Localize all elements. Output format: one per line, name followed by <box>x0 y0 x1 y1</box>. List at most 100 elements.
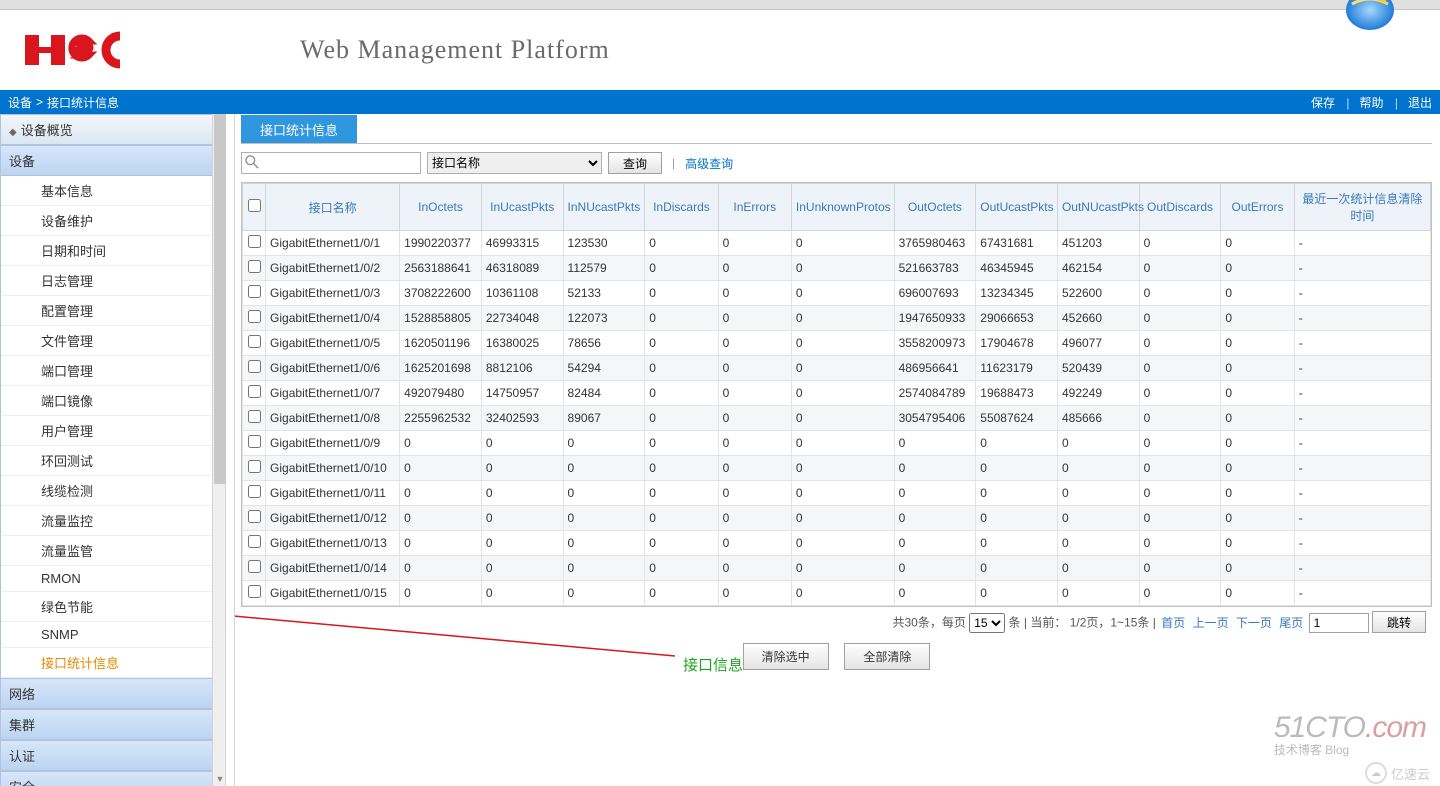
sidebar-section-安全[interactable]: 安全 <box>1 772 220 786</box>
scroll-down-icon[interactable]: ▼ <box>213 772 227 786</box>
last-page-link[interactable]: 尾页 <box>1279 616 1303 630</box>
cell: - <box>1294 406 1430 431</box>
query-button[interactable]: 查询 <box>608 152 662 174</box>
row-checkbox[interactable] <box>248 460 261 473</box>
page-size-select[interactable]: 15 <box>969 613 1005 633</box>
sidebar-item-2[interactable]: 日期和时间 <box>1 236 220 266</box>
first-page-link[interactable]: 首页 <box>1161 616 1185 630</box>
clear-all-button[interactable]: 全部清除 <box>844 643 930 670</box>
col-header-9[interactable]: OutNUcastPkts <box>1057 184 1139 231</box>
row-checkbox[interactable] <box>248 260 261 273</box>
sidebar-item-6[interactable]: 端口管理 <box>1 356 220 386</box>
sidebar-item-12[interactable]: 流量监管 <box>1 536 220 566</box>
col-header-8[interactable]: OutUcastPkts <box>976 184 1058 231</box>
help-link[interactable]: 帮助 <box>1360 94 1398 111</box>
sidebar-header-device[interactable]: 设备 <box>1 146 220 176</box>
sidebar-item-0[interactable]: 基本信息 <box>1 176 220 206</box>
row-checkbox[interactable] <box>248 560 261 573</box>
col-header-5[interactable]: InErrors <box>718 184 791 231</box>
advanced-search-link[interactable]: 高级查询 <box>685 155 733 172</box>
row-checkbox[interactable] <box>248 235 261 248</box>
col-header-7[interactable]: OutOctets <box>894 184 976 231</box>
sidebar-item-4[interactable]: 配置管理 <box>1 296 220 326</box>
sidebar-item-16[interactable]: 接口统计信息 <box>1 648 220 678</box>
row-checkbox[interactable] <box>248 360 261 373</box>
sidebar-item-13[interactable]: RMON <box>1 566 220 592</box>
row-checkbox[interactable] <box>248 485 261 498</box>
sidebar-item-11[interactable]: 流量监控 <box>1 506 220 536</box>
cell: 0 <box>1221 356 1294 381</box>
col-header-3[interactable]: InNUcastPkts <box>563 184 645 231</box>
page-number-input[interactable] <box>1309 613 1369 633</box>
row-checkbox[interactable] <box>248 585 261 598</box>
browser-bar <box>0 0 1440 10</box>
header: Web Management Platform <box>0 10 1440 90</box>
filter-select[interactable]: 接口名称 <box>427 152 602 174</box>
cell: 0 <box>1139 581 1221 606</box>
select-all-checkbox[interactable] <box>248 199 261 212</box>
cell: 55087624 <box>976 406 1058 431</box>
col-header-12[interactable]: 最近一次统计信息清除时间 <box>1294 184 1430 231</box>
row-checkbox[interactable] <box>248 385 261 398</box>
col-header-4[interactable]: InDiscards <box>645 184 718 231</box>
col-header-0[interactable]: 接口名称 <box>266 184 400 231</box>
col-header-6[interactable]: InUnknownProtos <box>791 184 894 231</box>
cell: 0 <box>400 556 482 581</box>
cell: GigabitEthernet1/0/5 <box>266 331 400 356</box>
logout-link[interactable]: 退出 <box>1408 94 1432 111</box>
sidebar-section-集群[interactable]: 集群 <box>1 710 220 740</box>
cell: 0 <box>894 481 976 506</box>
sidebar-scrollbar[interactable]: ▲ ▼ <box>212 114 226 786</box>
row-checkbox[interactable] <box>248 510 261 523</box>
search-input[interactable] <box>241 152 421 174</box>
row-checkbox[interactable] <box>248 285 261 298</box>
sidebar-item-14[interactable]: 绿色节能 <box>1 592 220 622</box>
sidebar-item-8[interactable]: 用户管理 <box>1 416 220 446</box>
sidebar-item-5[interactable]: 文件管理 <box>1 326 220 356</box>
cell: 0 <box>1221 231 1294 256</box>
sidebar-section-网络[interactable]: 网络 <box>1 679 220 709</box>
breadcrumb-root[interactable]: 设备 <box>8 94 32 111</box>
cell: 0 <box>1057 481 1139 506</box>
cell: 0 <box>1057 531 1139 556</box>
row-checkbox[interactable] <box>248 535 261 548</box>
sidebar-section-认证[interactable]: 认证 <box>1 741 220 771</box>
prev-page-link[interactable]: 上一页 <box>1193 616 1229 630</box>
save-link[interactable]: 保存 <box>1311 94 1349 111</box>
cell: GigabitEthernet1/0/4 <box>266 306 400 331</box>
sidebar-header-overview[interactable]: 设备概览 <box>1 115 220 145</box>
cell: 54294 <box>563 356 645 381</box>
cell: 46993315 <box>481 231 563 256</box>
sidebar-item-10[interactable]: 线缆检测 <box>1 476 220 506</box>
row-checkbox[interactable] <box>248 310 261 323</box>
cell: 1620501196 <box>400 331 482 356</box>
cell: 0 <box>718 256 791 281</box>
goto-button[interactable]: 跳转 <box>1372 611 1426 633</box>
sidebar-item-15[interactable]: SNMP <box>1 622 220 648</box>
sidebar-item-7[interactable]: 端口镜像 <box>1 386 220 416</box>
cell: 0 <box>976 506 1058 531</box>
sidebar-item-1[interactable]: 设备维护 <box>1 206 220 236</box>
clear-selected-button[interactable]: 清除选中 <box>743 643 829 670</box>
next-page-link[interactable]: 下一页 <box>1236 616 1272 630</box>
cell: 0 <box>976 481 1058 506</box>
col-header-10[interactable]: OutDiscards <box>1139 184 1221 231</box>
cell: 0 <box>718 406 791 431</box>
cell: 0 <box>791 481 894 506</box>
sidebar-item-3[interactable]: 日志管理 <box>1 266 220 296</box>
scroll-thumb[interactable] <box>214 114 226 484</box>
col-header-11[interactable]: OutErrors <box>1221 184 1294 231</box>
tab-interface-stats[interactable]: 接口统计信息 <box>241 115 357 143</box>
cell: 0 <box>645 506 718 531</box>
cell: 485666 <box>1057 406 1139 431</box>
cell: GigabitEthernet1/0/7 <box>266 381 400 406</box>
col-header-2[interactable]: InUcastPkts <box>481 184 563 231</box>
col-header-1[interactable]: InOctets <box>400 184 482 231</box>
search-row: 接口名称 查询 | 高级查询 <box>241 152 1432 174</box>
cell: 0 <box>718 306 791 331</box>
row-checkbox[interactable] <box>248 435 261 448</box>
row-checkbox[interactable] <box>248 410 261 423</box>
cell: 0 <box>645 331 718 356</box>
sidebar-item-9[interactable]: 环回测试 <box>1 446 220 476</box>
row-checkbox[interactable] <box>248 335 261 348</box>
